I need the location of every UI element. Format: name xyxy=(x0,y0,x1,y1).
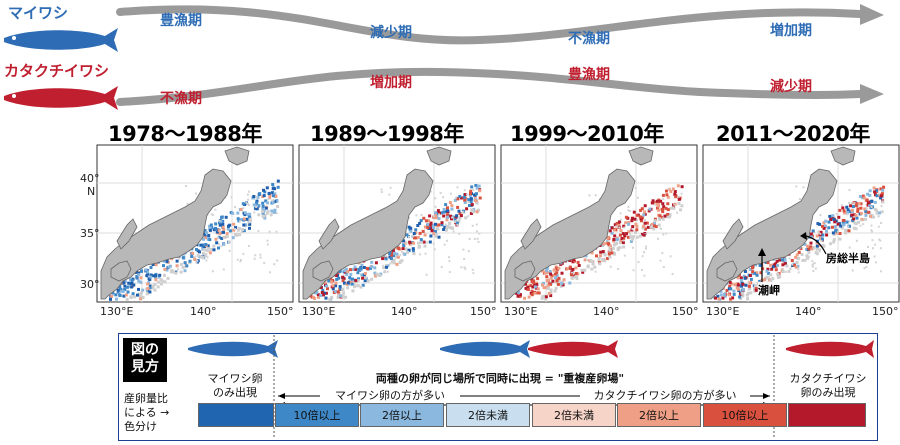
map-panel-4 xyxy=(702,144,900,303)
boso-peninsula-label: 房総半島 xyxy=(826,250,870,266)
shiomisaki-label: 潮岬 xyxy=(758,282,780,298)
hokkaido-landmass xyxy=(426,146,452,166)
legend-sardine-more: マイワシ卵の方が多い xyxy=(320,389,460,403)
kyushu-landmass xyxy=(110,260,132,282)
honshu-landmass xyxy=(302,168,434,300)
anchovy-phase-2: 増加期 xyxy=(370,75,412,91)
korean-peninsula-landmass xyxy=(722,218,744,250)
sardine-label: マイワシ xyxy=(8,4,69,22)
sardine-only-line2: のみ出現 xyxy=(213,386,257,399)
hokkaido-landmass xyxy=(830,146,856,166)
color-scale-box-6: 2倍以上 xyxy=(617,403,701,427)
egg-distribution-dots xyxy=(512,184,684,301)
lon-tick-150-2: 150° xyxy=(470,305,497,318)
honshu-landmass xyxy=(100,168,232,300)
color-scale-box-7: 10倍以上 xyxy=(703,403,787,427)
sardine-only-line1: マイワシ卵 xyxy=(207,372,263,385)
row-label-line1: 産卵量比 xyxy=(124,392,168,405)
lon-tick-150-4: 150° xyxy=(872,305,899,318)
korean-peninsula-landmass xyxy=(318,218,340,250)
honshu-landmass xyxy=(504,168,636,300)
sardine-fish-icon xyxy=(4,28,118,52)
color-scale-box-8 xyxy=(788,403,866,427)
anchovy-only-line2: 卵のみ出現 xyxy=(800,386,856,399)
period-title-1: 1978〜1988年 xyxy=(108,122,262,146)
anchovy-label: カタクチイワシ xyxy=(4,62,110,80)
anchovy-trend-arrow xyxy=(116,67,864,106)
anchovy-fish-icon xyxy=(4,86,118,110)
period-title-3: 1999〜2010年 xyxy=(510,122,664,146)
lon-tick-150-3: 150° xyxy=(672,305,699,318)
lon-tick-150-1: 150° xyxy=(267,305,294,318)
lon-tick-130-2: 130°E xyxy=(302,305,336,318)
legend-sardine-only-fish-icon xyxy=(188,340,278,358)
lon-tick-130-1: 130°E xyxy=(100,305,134,318)
color-scale-box-4: 2倍未満 xyxy=(446,403,530,427)
korean-peninsula-landmass xyxy=(520,218,542,250)
lat-unit: N xyxy=(87,185,96,198)
legend-sardine-only-text: マイワシ卵 のみ出現 xyxy=(185,372,285,400)
kyushu-landmass xyxy=(514,260,536,282)
color-scale-box-5: 2倍未満 xyxy=(532,403,616,427)
sardine-trend-arrow xyxy=(116,5,864,45)
map-panel-1 xyxy=(96,144,294,303)
sardine-phase-1: 豊漁期 xyxy=(160,13,202,29)
lon-tick-130-4: 130°E xyxy=(706,305,740,318)
color-scale-box-1 xyxy=(198,403,274,427)
kyushu-landmass xyxy=(716,260,738,282)
anchovy-phase-4: 減少期 xyxy=(770,79,812,95)
legend-overlap-anchovy-fish-icon xyxy=(528,340,618,358)
map-panel-2 xyxy=(298,144,496,303)
map-panel-3 xyxy=(500,144,698,303)
legend-row-label: 産卵量比 による → 色分け xyxy=(124,392,184,434)
legend-anchovy-only-fish-icon xyxy=(786,340,874,358)
korean-peninsula-landmass xyxy=(116,218,138,250)
kyushu-landmass xyxy=(312,260,334,282)
lat-tick-35: 35° xyxy=(80,227,100,240)
row-label-line3: 色分け xyxy=(124,420,157,433)
legend-overlap-title: 両種の卵が同じ場所で同時に出現 = "重複産卵場" xyxy=(375,372,625,385)
row-label-line2: による → xyxy=(124,406,170,419)
lon-tick-140-1: 140° xyxy=(190,305,217,318)
legend-anchovy-only-text: カタクチイワシ 卵のみ出現 xyxy=(778,372,878,400)
map-panels xyxy=(96,144,900,303)
lat-tick-40: 40° xyxy=(80,172,100,185)
color-scale-box-3: 2倍以上 xyxy=(360,403,444,427)
honshu-landmass xyxy=(706,168,838,300)
annotation-pointers xyxy=(758,232,827,282)
lon-tick-130-3: 130°E xyxy=(504,305,538,318)
sardine-arrowhead xyxy=(860,4,884,25)
lon-tick-140-3: 140° xyxy=(593,305,620,318)
legend-anchovy-more: カタクチイワシ卵の方が多い xyxy=(580,389,750,403)
anchovy-phase-3: 豊漁期 xyxy=(568,67,610,83)
anchovy-only-line1: カタクチイワシ xyxy=(789,372,867,385)
lon-tick-140-4: 140° xyxy=(795,305,822,318)
anchovy-arrowhead xyxy=(860,84,884,104)
lon-tick-140-2: 140° xyxy=(391,305,418,318)
period-title-2: 1989〜1998年 xyxy=(310,122,464,146)
legend-guide-title: 図の 見方 xyxy=(123,338,167,382)
hokkaido-landmass xyxy=(628,146,654,166)
sardine-phase-3: 不漁期 xyxy=(568,31,610,47)
hokkaido-landmass xyxy=(224,146,250,166)
timeline xyxy=(4,4,884,110)
guide-title-line2: 見方 xyxy=(131,359,159,375)
sardine-phase-4: 増加期 xyxy=(770,23,812,39)
period-title-4: 2011〜2020年 xyxy=(716,122,870,146)
legend-graphics xyxy=(188,335,874,439)
sardine-phase-2: 減少期 xyxy=(370,25,412,41)
color-scale-box-2: 10倍以上 xyxy=(275,403,359,427)
legend-overlap-sardine-fish-icon xyxy=(440,340,530,358)
anchovy-phase-1: 不漁期 xyxy=(160,91,202,107)
guide-title-line1: 図の xyxy=(131,342,159,358)
lat-tick-30: 30° xyxy=(80,278,100,291)
